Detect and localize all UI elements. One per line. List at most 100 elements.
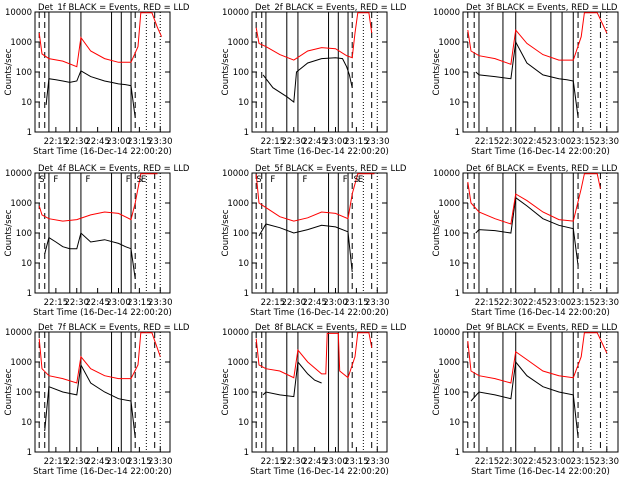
x-tick-label: 22:15	[261, 457, 286, 467]
y-tick-label: 1	[455, 289, 460, 299]
y-tick-label: 1	[27, 128, 32, 138]
y-tick-label: 100	[16, 229, 32, 239]
panel-5: Det_5f BLACK = Events, RED = LLD 1 10 100 10…	[221, 164, 407, 318]
x-tick-label: 23:30	[595, 137, 620, 147]
x-axis-label: Start Time (16-Dec-14 22:00:20)	[33, 467, 172, 477]
plot-frame	[462, 11, 619, 133]
panel-title: Det_5f BLACK = Events, RED = LLD	[255, 164, 407, 174]
x-tick-label: 23:00	[547, 137, 572, 147]
y-tick-label: 1	[27, 448, 32, 458]
panel-6: Det_6f BLACK = Events, RED = LLD 1 10 100 10…	[432, 164, 619, 318]
x-tick-label: 23:00	[323, 457, 348, 467]
events-series	[475, 196, 579, 266]
x-tick-label: 23:30	[365, 137, 390, 147]
x-tick-label: 22:15	[475, 137, 500, 147]
plot-frame	[251, 331, 388, 453]
x-tick-label: 23:15	[127, 457, 152, 467]
panel-title: Det_3f BLACK = Events, RED = LLD	[466, 3, 618, 13]
y-tick-label: 10	[238, 259, 249, 269]
panel-2: Det_2f BLACK = Events, RED = LLD 1 10 100 10…	[221, 3, 407, 157]
y-tick-label: 10000	[222, 8, 249, 18]
panel-7: Det_7f BLACK = Events, RED = LLD 1 10 100 10…	[4, 323, 190, 477]
y-tick-label: 1000	[10, 38, 32, 48]
events-series	[262, 360, 322, 398]
lld-series	[255, 12, 373, 61]
x-tick-label: 23:00	[106, 457, 131, 467]
x-tick-label: 22:45	[523, 298, 548, 308]
plot-frame	[462, 331, 619, 453]
y-tick-label: 10000	[5, 169, 32, 179]
y-tick-label: 1	[455, 448, 460, 458]
panel-3: Det_3f BLACK = Events, RED = LLD 1 10 100 10…	[432, 3, 619, 157]
y-tick-label: 100	[233, 229, 249, 239]
events-series	[258, 223, 353, 273]
y-tick-label: 10	[21, 259, 32, 269]
x-tick-label: 23:00	[106, 137, 131, 147]
x-tick-label: 22:30	[65, 137, 90, 147]
panel-9: Det_9f BLACK = Events, RED = LLD 1 10 100 10…	[432, 323, 619, 477]
x-tick-label: 23:15	[344, 137, 369, 147]
panel-title: Det_6f BLACK = Events, RED = LLD	[466, 164, 618, 174]
x-tick-label: 23:30	[365, 298, 390, 308]
flag-label: F	[126, 175, 131, 185]
y-tick-label: 1000	[227, 38, 249, 48]
events-series	[44, 232, 136, 279]
x-axis-label: Start Time (16-Dec-14 22:00:20)	[250, 147, 389, 157]
flag-label: S	[137, 175, 142, 185]
panel-title: Det_7f BLACK = Events, RED = LLD	[38, 323, 190, 333]
x-tick-label: 22:45	[302, 137, 327, 147]
panel-title: Det_8f BLACK = Events, RED = LLD	[255, 323, 407, 333]
x-tick-label: 22:15	[261, 298, 286, 308]
x-tick-label: 22:45	[523, 137, 548, 147]
y-tick-label: 100	[233, 68, 249, 78]
y-axis-label: Counts/sec	[432, 209, 442, 256]
x-tick-label: 22:30	[65, 457, 90, 467]
events-series	[470, 360, 579, 438]
x-tick-label: 23:00	[547, 298, 572, 308]
y-tick-label: 1	[27, 289, 32, 299]
plot-frame	[34, 172, 171, 294]
panel-1: Det_1f BLACK = Events, RED = LLD 1 10 100 10…	[4, 3, 190, 157]
y-tick-label: 100	[444, 388, 460, 398]
x-tick-label: 22:30	[499, 137, 524, 147]
y-axis-label: Counts/sec	[432, 48, 442, 95]
x-tick-label: 22:45	[523, 457, 548, 467]
x-tick-label: 22:45	[85, 298, 110, 308]
x-tick-label: 23:30	[148, 298, 173, 308]
x-tick-label: 22:15	[44, 457, 69, 467]
x-tick-label: 23:15	[571, 137, 596, 147]
x-tick-label: 22:15	[475, 298, 500, 308]
lld-series	[255, 173, 375, 222]
x-tick-label: 23:30	[365, 457, 390, 467]
flag-label: F	[302, 175, 307, 185]
x-tick-label: 22:30	[282, 457, 307, 467]
flag-label: F	[270, 175, 275, 185]
flag-label: F	[343, 175, 348, 185]
y-tick-label: 1	[244, 448, 249, 458]
y-tick-label: 10000	[222, 169, 249, 179]
lld-series	[467, 12, 608, 65]
y-tick-label: 10	[21, 418, 32, 428]
x-tick-label: 22:15	[475, 457, 500, 467]
flag-label: S	[354, 175, 359, 185]
y-tick-label: 10	[238, 418, 249, 428]
lld-series	[467, 332, 608, 384]
lld-series	[467, 173, 601, 225]
x-tick-label: 22:30	[282, 137, 307, 147]
x-tick-label: 23:30	[595, 298, 620, 308]
x-tick-label: 23:15	[571, 298, 596, 308]
x-tick-label: 22:30	[65, 298, 90, 308]
x-tick-label: 23:30	[595, 457, 620, 467]
y-axis-label: Counts/sec	[4, 368, 14, 415]
y-tick-label: 1000	[227, 199, 249, 209]
x-tick-label: 22:15	[44, 298, 69, 308]
y-tick-label: 1000	[10, 199, 32, 209]
x-tick-label: 22:45	[85, 137, 110, 147]
y-tick-label: 1000	[438, 358, 460, 368]
plot-frame	[462, 172, 619, 294]
lld-series	[255, 332, 373, 379]
lld-series	[38, 12, 163, 68]
y-tick-label: 10000	[5, 328, 32, 338]
panel-title: Det_9f BLACK = Events, RED = LLD	[466, 323, 618, 333]
y-tick-label: 10	[449, 418, 460, 428]
